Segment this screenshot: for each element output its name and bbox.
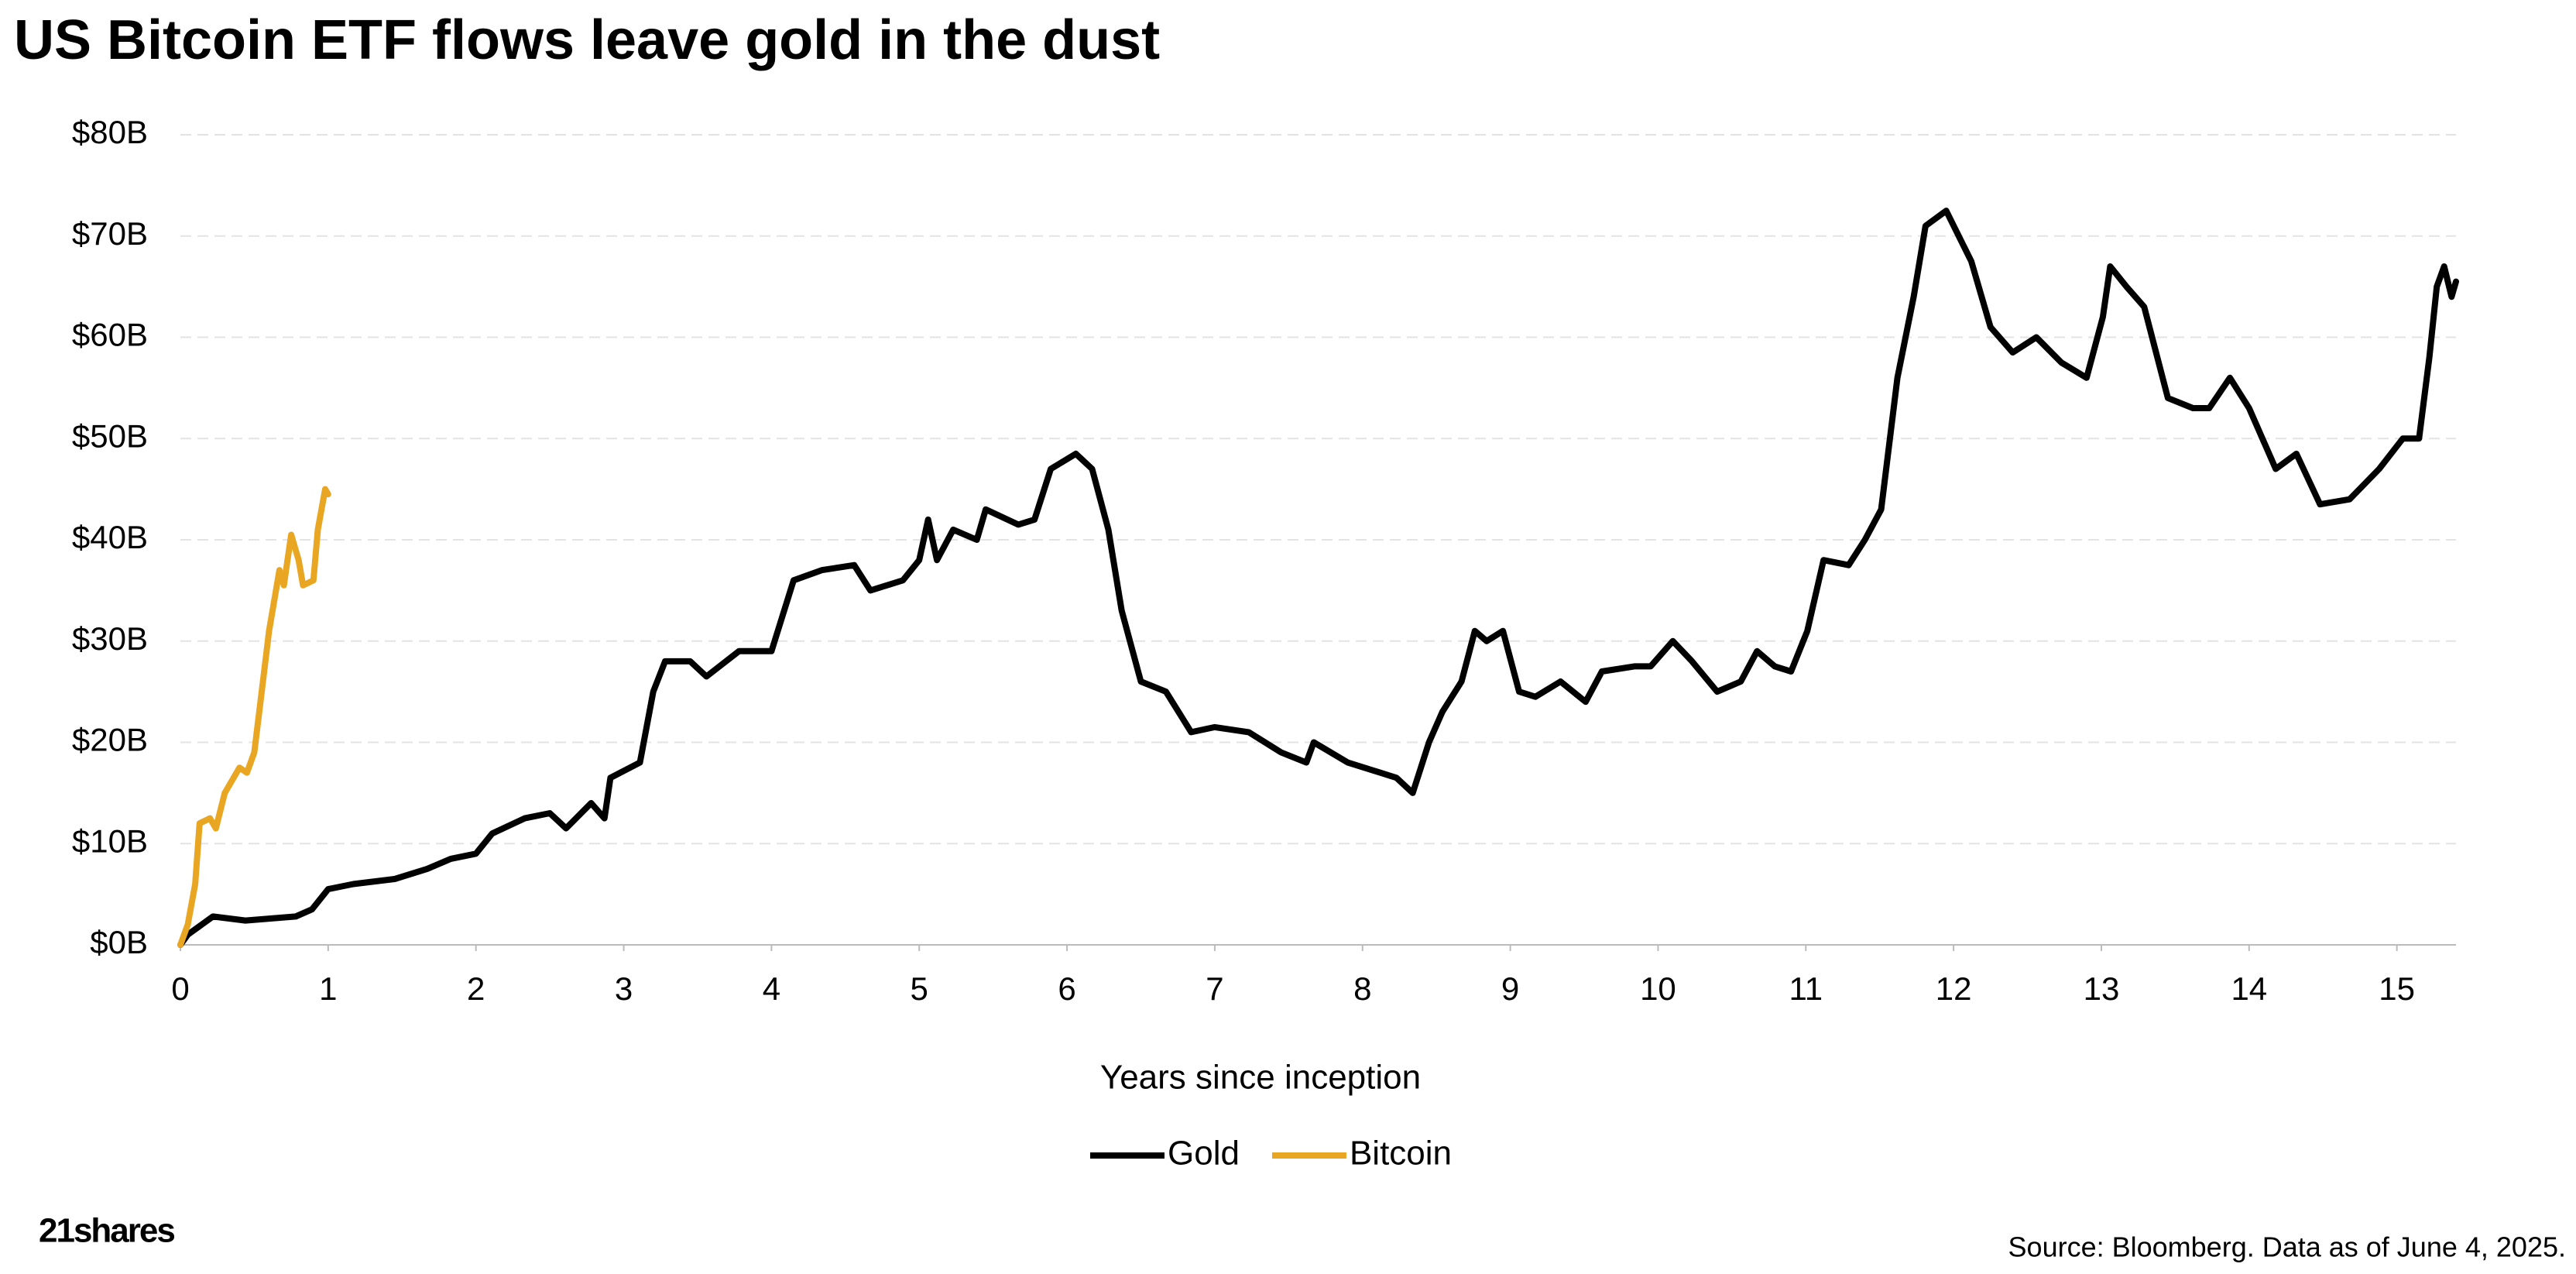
x-tick-label: 4 [763, 970, 780, 1007]
x-tick-label: 13 [2084, 970, 2120, 1007]
x-tick-label: 14 [2231, 970, 2267, 1007]
series-line [177, 486, 331, 948]
y-tick-label: $50B [72, 417, 148, 454]
x-tick-label: 2 [467, 970, 485, 1007]
x-tick-label: 8 [1353, 970, 1371, 1007]
y-tick-label: $60B [72, 317, 148, 353]
x-tick-label: 12 [1936, 970, 1972, 1007]
x-tick-label: 1 [319, 970, 337, 1007]
x-tick-label: 5 [911, 970, 928, 1007]
legend-label: Bitcoin [1350, 1135, 1452, 1173]
y-tick-label: $20B [72, 722, 148, 758]
x-tick-label: 3 [615, 970, 633, 1007]
y-tick-label: $30B [72, 620, 148, 657]
x-tick-label: 11 [1789, 970, 1823, 1007]
x-tick-label: 6 [1058, 970, 1075, 1007]
y-tick-label: $70B [72, 215, 148, 252]
series-line [177, 208, 2459, 948]
x-tick-label: 9 [1501, 970, 1519, 1007]
x-tick-label: 7 [1206, 970, 1223, 1007]
x-tick-label: 15 [2379, 970, 2415, 1007]
y-tick-label: $80B [72, 114, 148, 150]
x-tick-label: 0 [171, 970, 189, 1007]
logo: 21shares [39, 1212, 174, 1250]
source-note: Source: Bloomberg. Data as of June 4, 20… [2008, 1231, 2566, 1263]
x-axis-label: Years since inception [1100, 1059, 1421, 1097]
y-tick-label: $10B [72, 822, 148, 859]
y-tick-label: $40B [72, 519, 148, 555]
chart-title: US Bitcoin ETF flows leave gold in the d… [14, 9, 1160, 71]
y-tick-label: $0B [90, 924, 148, 960]
x-tick-label: 10 [1640, 970, 1676, 1007]
legend-label: Gold [1168, 1135, 1240, 1173]
